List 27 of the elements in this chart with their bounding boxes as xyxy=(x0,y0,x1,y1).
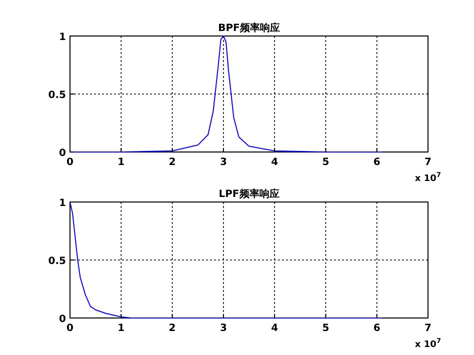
x-tick-label: 7 xyxy=(424,157,432,168)
x-tick-label: 4 xyxy=(271,323,278,334)
x-tick-label: 3 xyxy=(220,157,227,168)
y-tick-label: 0 xyxy=(59,314,66,325)
x-tick-label: 0 xyxy=(66,323,74,334)
x-tick-label: 6 xyxy=(373,157,380,168)
x-tick-label: 7 xyxy=(424,323,432,334)
x-tick-label: 3 xyxy=(220,323,227,334)
y-tick-label: 1 xyxy=(59,32,66,43)
x-axis-title: x 10$^{7}$ xyxy=(414,171,442,184)
y-tick-label: 0.5 xyxy=(48,90,66,101)
x-tick-label: 2 xyxy=(168,323,176,334)
x-tick-label: 5 xyxy=(322,323,330,334)
x-axis-title: x 10$^{7}$ xyxy=(414,337,442,350)
x-tick-label: 0 xyxy=(66,157,74,168)
x-tick-label: 5 xyxy=(322,157,330,168)
x-tick-label: 6 xyxy=(373,323,380,334)
x-tick-label: 1 xyxy=(118,157,125,168)
chart-title: LPF频率响应 xyxy=(218,188,280,200)
y-tick-label: 0 xyxy=(59,148,66,159)
x-tick-label: 2 xyxy=(168,157,176,168)
chart-title: BPF频率响应 xyxy=(218,22,280,34)
x-tick-label: 4 xyxy=(271,157,278,168)
y-tick-label: 0.5 xyxy=(48,256,66,267)
y-tick-label: 1 xyxy=(59,198,66,209)
line-series xyxy=(70,202,382,318)
x-tick-label: 1 xyxy=(118,323,125,334)
